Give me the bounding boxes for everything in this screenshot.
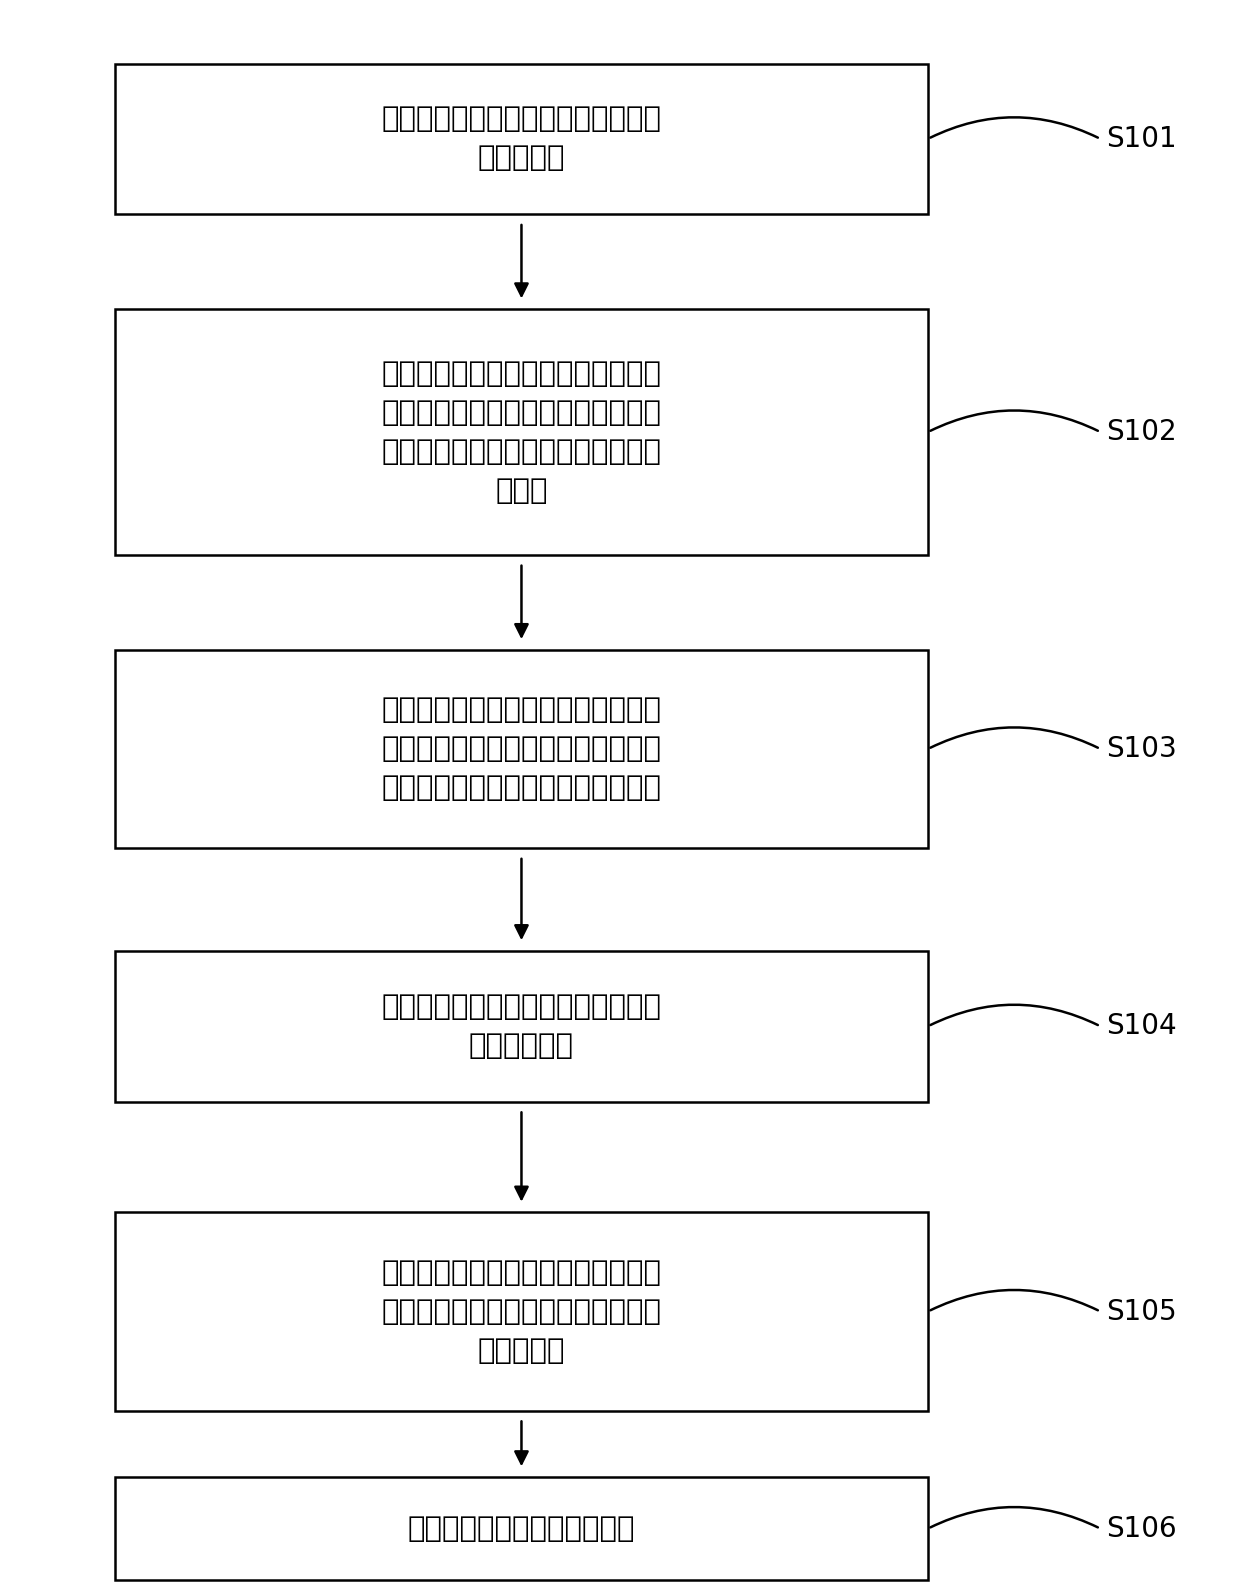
Bar (115, 650, 928, 847)
Text: S104: S104 (1106, 1012, 1177, 1040)
Text: S102: S102 (1106, 417, 1177, 446)
Bar (115, 1477, 928, 1580)
Text: 对包括预定数目匹配点对的图像对根
据所述匹配点获取所述图像对间的基
本矩阵，且保存相应的空间平面点集: 对包括预定数目匹配点对的图像对根 据所述匹配点获取所述图像对间的基 本矩阵，且保… (382, 696, 661, 801)
Text: S103: S103 (1106, 734, 1177, 763)
Text: S105: S105 (1106, 1298, 1177, 1325)
Bar (115, 64, 928, 213)
Text: S106: S106 (1106, 1515, 1177, 1542)
Text: S101: S101 (1106, 124, 1177, 153)
Text: 由所述基本矩阵求得所述图像对间的
相对位置关系: 由所述基本矩阵求得所述图像对间的 相对位置关系 (382, 992, 661, 1059)
Text: 优化所述三维点云重构的结果: 优化所述三维点云重构的结果 (408, 1515, 635, 1542)
Bar (115, 309, 928, 554)
Text: 用内参数已知的相机获取静态场景的
多视角图像: 用内参数已知的相机获取静态场景的 多视角图像 (382, 105, 661, 172)
Bar (115, 1212, 928, 1410)
Bar (115, 951, 928, 1101)
Text: 检测所述图像的特征点，并对任意两
幅图像进行特征点匹配以得到匹配点
对和由同一个场景点投影所得的匹配
点序列: 检测所述图像的特征点，并对任意两 幅图像进行特征点匹配以得到匹配点 对和由同一个… (382, 360, 661, 505)
Text: 根据所述图像对间的相对位置关系在
标准坐标系中实现所述相机融合、三
维点云重构: 根据所述图像对间的相对位置关系在 标准坐标系中实现所述相机融合、三 维点云重构 (382, 1258, 661, 1365)
